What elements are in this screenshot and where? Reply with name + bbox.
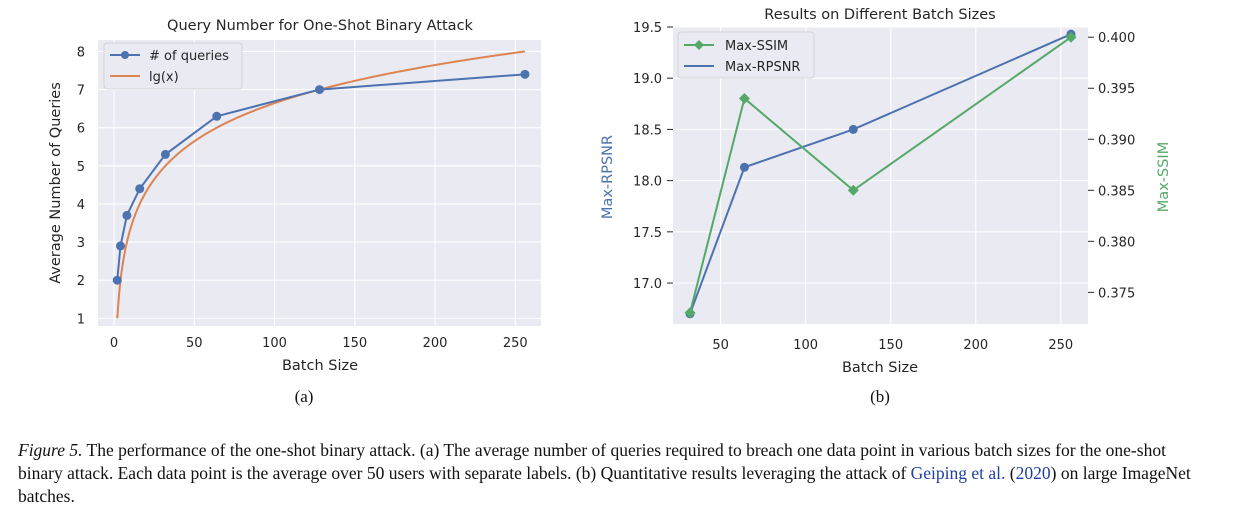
chart-title-a: Query Number for One-Shot Binary Attack: [167, 18, 473, 34]
x-tick-label: 200: [423, 336, 448, 351]
x-tick-label: 250: [503, 336, 528, 351]
y-right-tick-label: 0.385: [1098, 184, 1135, 199]
x-tick-label: 200: [963, 338, 988, 353]
y-tick-label: 17.5: [633, 226, 662, 241]
data-point-rpsnr: [848, 124, 858, 134]
y-tick-label: 18.0: [633, 175, 662, 190]
caption-text-1: The performance of the one-shot binary a…: [18, 440, 1166, 483]
y-ticks-b-right: 0.375 0.380 0.385 0.390 0.395 0.400: [1088, 31, 1135, 301]
y-tick-label: 5: [77, 160, 85, 175]
citation-close: ): [1050, 463, 1057, 483]
grid-a: [98, 40, 541, 326]
y-tick-label: 8: [77, 45, 85, 60]
y-tick-label: 19.0: [633, 72, 662, 87]
citation-link[interactable]: Geiping et al.: [910, 463, 1006, 483]
x-tick-label: 150: [878, 338, 903, 353]
y-tick-label: 2: [77, 274, 85, 289]
citation-open: (: [1005, 463, 1016, 483]
y-tick-label: 1: [77, 312, 85, 327]
figure: 0 50 100 150 200 250 1 2 3 4 5 6 7 8 Query Number fo…: [48, 7, 1172, 406]
sub-label-a: (a): [295, 387, 314, 406]
data-point-ssim: [1065, 31, 1077, 43]
data-point-queries: [520, 69, 530, 79]
data-point-ssim: [684, 307, 696, 319]
y-tick-label: 4: [77, 198, 85, 213]
chart-b: 50 100 150 200 250 17.017.518.018.519.019.5 …: [600, 7, 1172, 406]
x-tick-label: 150: [342, 336, 367, 351]
chart-title-b: Results on Different Batch Sizes: [764, 7, 995, 23]
data-point-queries: [315, 85, 324, 95]
x-tick-label: 0: [110, 336, 118, 351]
y-right-tick-label: 0.400: [1098, 31, 1135, 46]
legend-label-rpsnr: Max-RPSNR: [725, 60, 800, 75]
chart-a: 0 50 100 150 200 250 1 2 3 4 5 6 7 8 Query Number fo…: [48, 18, 541, 406]
lines-b: [684, 29, 1077, 319]
figure-caption: Figure 5. The performance of the one-sho…: [18, 439, 1208, 508]
series-line-queries: [116, 73, 526, 281]
data-point-queries: [115, 241, 125, 251]
x-axis-label-a: Batch Size: [282, 358, 358, 374]
y-axis-label-a: Average Number of Queries: [48, 82, 64, 284]
y-right-tick-label: 0.380: [1098, 235, 1135, 250]
lines-a: [112, 50, 530, 319]
data-point-ssim: [847, 184, 859, 196]
data-point-queries: [135, 184, 145, 194]
x-ticks-a: 0 50 100 150 200 250: [110, 336, 528, 351]
y-tick-label: 6: [77, 122, 85, 137]
y-tick-label: 7: [77, 84, 85, 99]
y-right-tick-label: 0.395: [1098, 82, 1135, 97]
legend-label-log: lg(x): [149, 70, 179, 85]
x-ticks-b: 50 100 150 200 250: [712, 338, 1073, 353]
y-right-tick-label: 0.375: [1098, 286, 1135, 301]
caption-text-2: on large ImageNet batches.: [18, 463, 1191, 506]
series-line-rpsnr: [689, 33, 1072, 315]
data-point-rpsnr: [739, 162, 749, 172]
data-point-ssim: [738, 92, 750, 104]
y-right-tick-label: 0.390: [1098, 133, 1135, 148]
y-tick-label: 18.5: [633, 123, 662, 138]
legend-a: # of queries lg(x): [103, 42, 243, 90]
data-point-queries: [122, 210, 132, 220]
citation-year-link[interactable]: 2020: [1015, 463, 1051, 483]
x-axis-label-b: Batch Size: [842, 360, 918, 376]
y-ticks-a: 1 2 3 4 5 6 7 8: [77, 45, 85, 327]
y-ticks-b-left: 17.0 17.5 18.0 18.5 19.0 19.5: [633, 21, 673, 292]
x-tick-label: 100: [262, 336, 287, 351]
data-point-queries: [160, 149, 170, 159]
legend-label-queries: # of queries: [149, 49, 229, 64]
x-tick-label: 50: [186, 336, 203, 351]
sub-label-b: (b): [870, 387, 890, 406]
x-tick-label: 50: [712, 338, 729, 353]
legend-marker-queries: [121, 51, 129, 59]
x-tick-label: 100: [793, 338, 818, 353]
series-line-ssim: [689, 36, 1072, 314]
y-axis-label-b-right: Max-SSIM: [1156, 142, 1172, 212]
data-point-queries: [112, 275, 122, 285]
legend-b: Max-SSIM Max-RPSNR: [677, 31, 815, 79]
x-tick-label: 250: [1048, 338, 1073, 353]
y-axis-label-b-left: Max-RPSNR: [600, 135, 616, 219]
y-tick-label: 3: [77, 236, 85, 251]
y-tick-label: 19.5: [633, 21, 662, 36]
y-tick-label: 17.0: [633, 277, 662, 292]
caption-label: Figure 5.: [18, 440, 83, 460]
legend-label-ssim: Max-SSIM: [725, 39, 788, 54]
data-point-queries: [212, 111, 222, 121]
legend-marker-ssim: [694, 40, 704, 50]
